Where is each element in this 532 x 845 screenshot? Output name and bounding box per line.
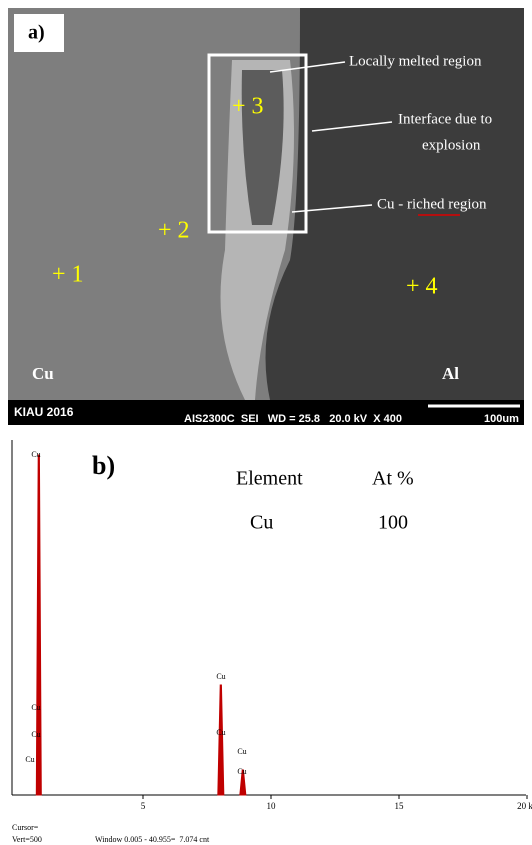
peak-label: Cu xyxy=(31,703,40,712)
material-label: Cu xyxy=(32,364,54,383)
point-label: + 3 xyxy=(232,94,264,120)
panel-label: b) xyxy=(92,451,115,480)
annotation: Interface due to xyxy=(398,111,492,127)
peak-label: Cu xyxy=(25,755,34,764)
figure: a) + 1 + 2 + 3 + 4 Cu Al Locally melted … xyxy=(0,0,532,845)
annotation: explosion xyxy=(422,137,481,153)
point-label: + 4 xyxy=(406,274,438,300)
point-label: + 2 xyxy=(158,218,190,244)
peak-label: Cu xyxy=(216,728,225,737)
x-tick-label: 15 xyxy=(395,801,405,811)
material-label: Al xyxy=(442,364,459,383)
point-label: + 1 xyxy=(52,262,84,288)
x-tick-label: 10 xyxy=(267,801,277,811)
table-cell: 100 xyxy=(378,512,408,534)
footer-text: Cursor= xyxy=(12,823,39,832)
annotation: Locally melted region xyxy=(349,53,482,69)
info-left: KIAU 2016 xyxy=(14,405,74,419)
peak-label: Cu xyxy=(31,730,40,739)
peak-label: Cu xyxy=(237,767,246,776)
peak-label: Cu xyxy=(216,672,225,681)
footer-text: Window 0.005 - 40.955= 7.074 cnt xyxy=(95,835,210,844)
peak xyxy=(36,455,41,795)
footer-text: Vert=500 xyxy=(12,835,42,844)
peak-label: Cu xyxy=(31,450,40,459)
annotation: Cu - riched region xyxy=(377,196,487,212)
table-cell: Cu xyxy=(250,512,273,534)
x-tick-label: 20 ke xyxy=(517,801,532,811)
peak xyxy=(218,685,224,795)
info-right: AIS2300C SEI WD = 25.8 20.0 kV X 400 xyxy=(184,413,402,425)
x-tick-label: 5 xyxy=(141,801,146,811)
panel-label: a) xyxy=(28,22,45,44)
scale-label: 100um xyxy=(484,413,519,425)
table-header: Element xyxy=(236,468,303,490)
peak-label: Cu xyxy=(237,747,246,756)
table-header: At % xyxy=(372,468,414,490)
